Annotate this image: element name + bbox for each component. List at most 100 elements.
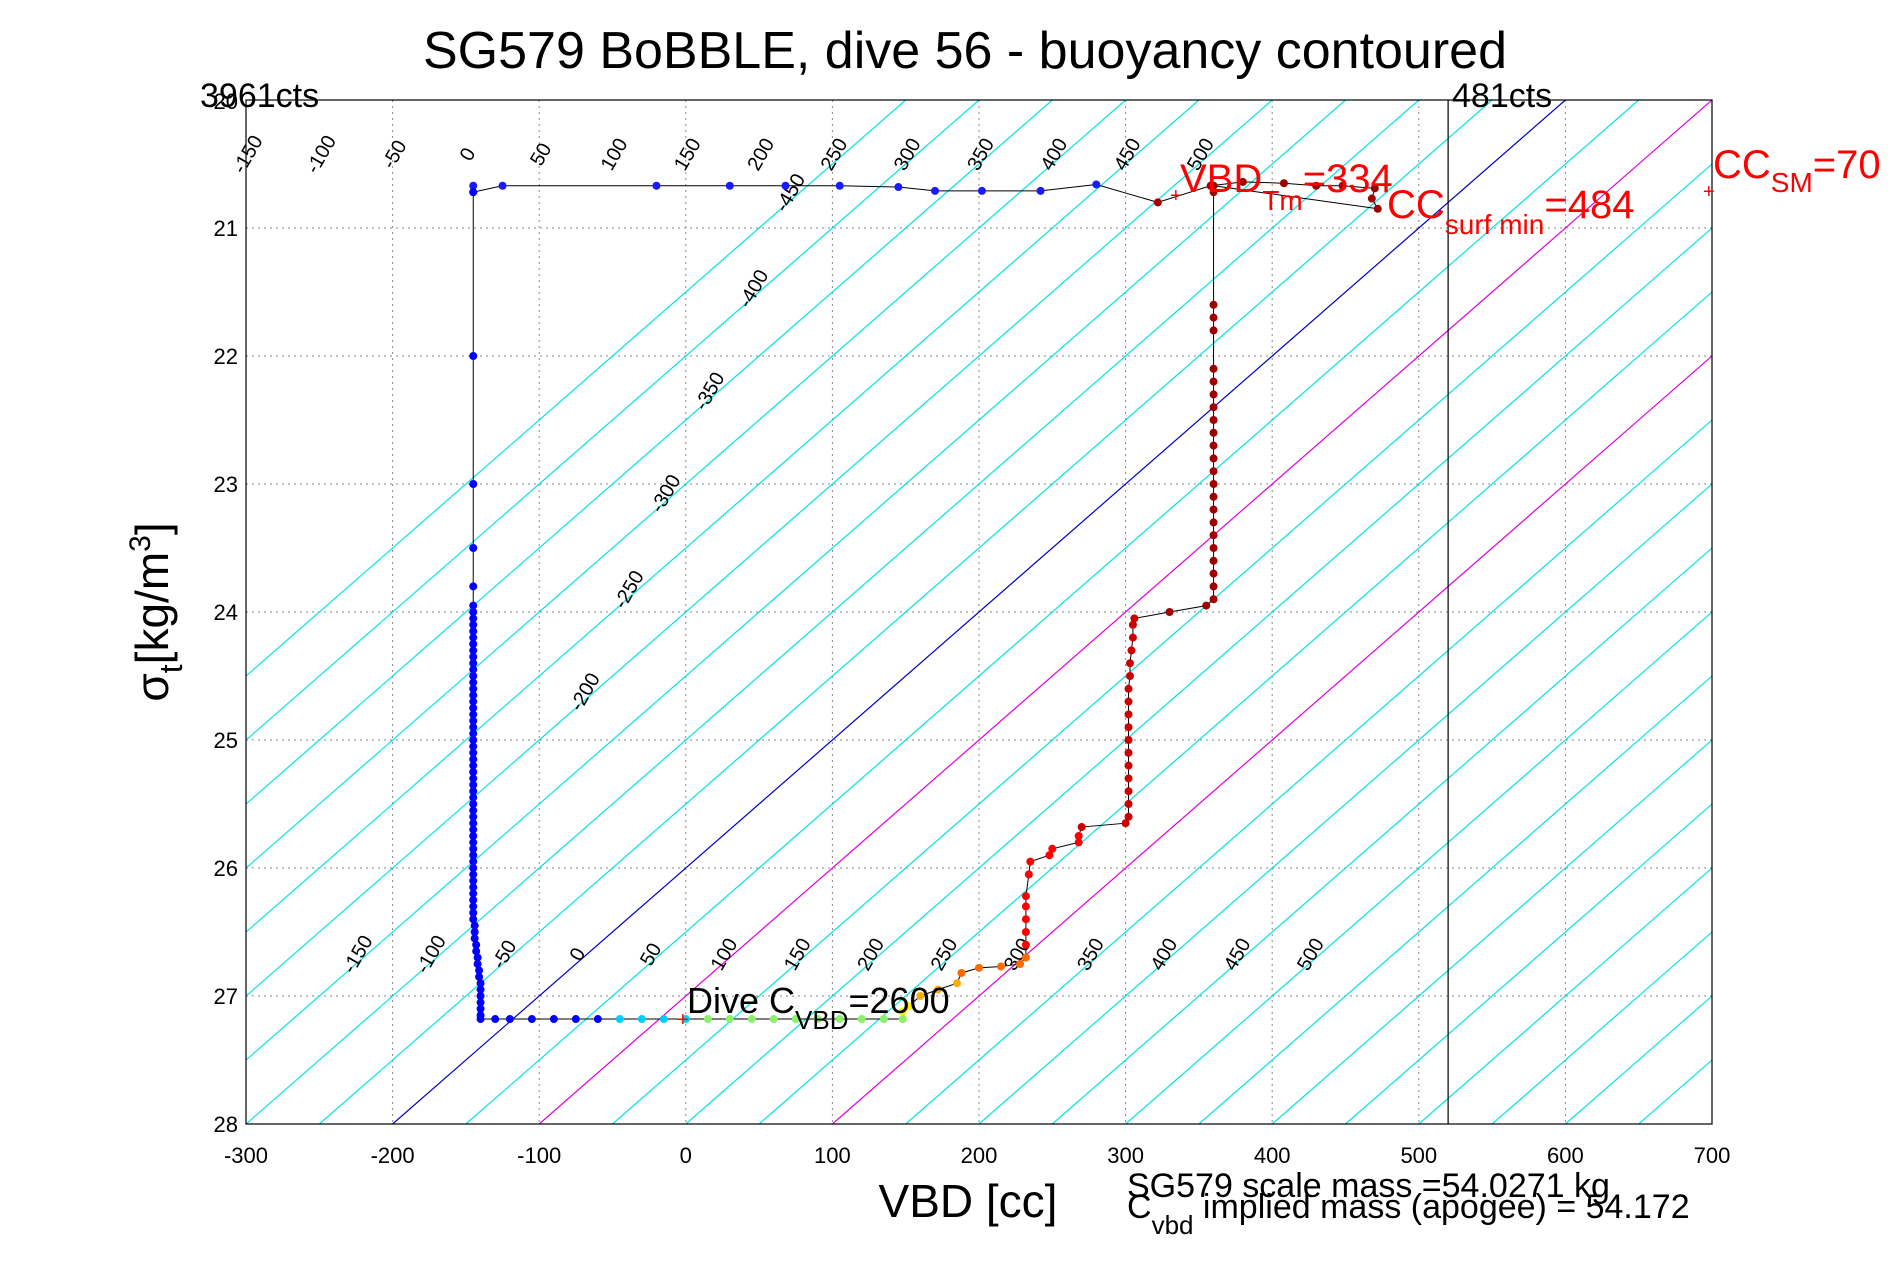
contour-label: -50 [488,937,522,973]
data-point [469,646,478,655]
cc-sm-annotation: CCSM=70 [1713,143,1881,198]
x-tick-label: 100 [814,1143,851,1168]
contour-label: -400 [734,266,773,312]
data-point [813,1015,822,1024]
data-point [879,1015,888,1024]
data-point [1312,181,1321,190]
data-point [469,652,478,661]
contour-line [246,100,1126,869]
contour-line [1785,100,1891,1124]
data-point [549,1015,558,1024]
data-point [931,186,940,195]
data-point [1153,198,1162,207]
contour-label: -50 [378,137,412,173]
data-point [469,620,478,629]
data-point [781,181,790,190]
data-point [469,716,478,725]
data-point [1209,181,1218,190]
data-point [957,968,966,977]
data-point [1127,646,1136,655]
contour-label: -100 [302,132,341,178]
contour-line [832,355,1712,1124]
data-point [1026,857,1035,866]
data-point [469,601,478,610]
y-axis-label-close: ] [126,522,178,535]
contour-label: 0 [456,144,481,165]
data-point [469,851,478,860]
data-point [469,188,478,197]
data-point [469,723,478,732]
contour-label: 500 [1293,935,1329,975]
contour-line [246,100,980,741]
data-point [469,748,478,757]
vbd-tm-annotation: VBDTm=334 [1180,157,1393,216]
data-point [996,962,1005,971]
x-tick-label: 600 [1547,1143,1584,1168]
data-point [476,1015,485,1024]
data-point [637,1015,646,1024]
data-point [469,678,478,687]
y-tick-labels: 21 22 23 24 25 26 27 28 [214,216,238,1137]
data-point [469,780,478,789]
contour-label: 200 [743,135,779,175]
y-tick-label: 21 [214,216,238,241]
x-tick-label: 400 [1254,1143,1291,1168]
data-point [916,992,925,1000]
data-point [476,1004,485,1013]
contour-line [1051,547,1712,1124]
contour-label: 50 [636,939,666,969]
data-point [1165,608,1174,616]
data-point [615,1015,624,1024]
data-point [472,947,481,956]
axes-box [245,99,1713,1125]
contour-line [1271,739,1712,1124]
x-tick-label: 200 [961,1143,998,1168]
data-point [857,1015,866,1024]
data-point [652,181,661,190]
data-point [469,755,478,764]
right-counts-label: 481cts [1452,77,1552,115]
data-point [1209,188,1218,197]
data-point [703,1015,712,1024]
data-point [1048,844,1057,853]
data-point [1124,800,1133,808]
y-tick-label: 25 [214,728,238,753]
data-point [898,1015,907,1024]
contour-label: 300 [890,135,926,175]
data-point [469,742,478,751]
data-point [469,729,478,738]
contour-line [1491,931,1712,1124]
data-point [469,908,478,917]
data-point [469,614,478,623]
contour-line [246,100,1346,1061]
data-point [933,985,942,994]
data-point [1036,186,1045,195]
data-point [1124,736,1133,744]
x-tick-label: 500 [1400,1143,1437,1168]
contour-label: 250 [817,135,853,175]
data-point [469,352,478,360]
data-point [469,697,478,706]
data-point [1125,672,1134,680]
data-point [1021,902,1030,911]
data-point [475,966,484,975]
contour-line [1638,1059,1712,1124]
data-point [1209,377,1218,386]
y-axis-label-units: [kg/m [126,552,178,664]
x-tick-label: -200 [371,1143,415,1168]
data-point [469,832,478,840]
data-point [469,665,478,674]
data-point [527,1015,536,1024]
data-point [469,672,478,680]
contour-line [465,100,1640,1124]
x-tick-label: 300 [1107,1143,1144,1168]
data-point [1209,595,1218,604]
contour-label: 200 [853,935,889,975]
data-point [1209,364,1218,373]
data-point [975,963,983,972]
data-point [1124,684,1133,693]
contour-line [246,100,1273,997]
contour-label: 450 [1110,135,1146,175]
data-point [1202,601,1211,610]
